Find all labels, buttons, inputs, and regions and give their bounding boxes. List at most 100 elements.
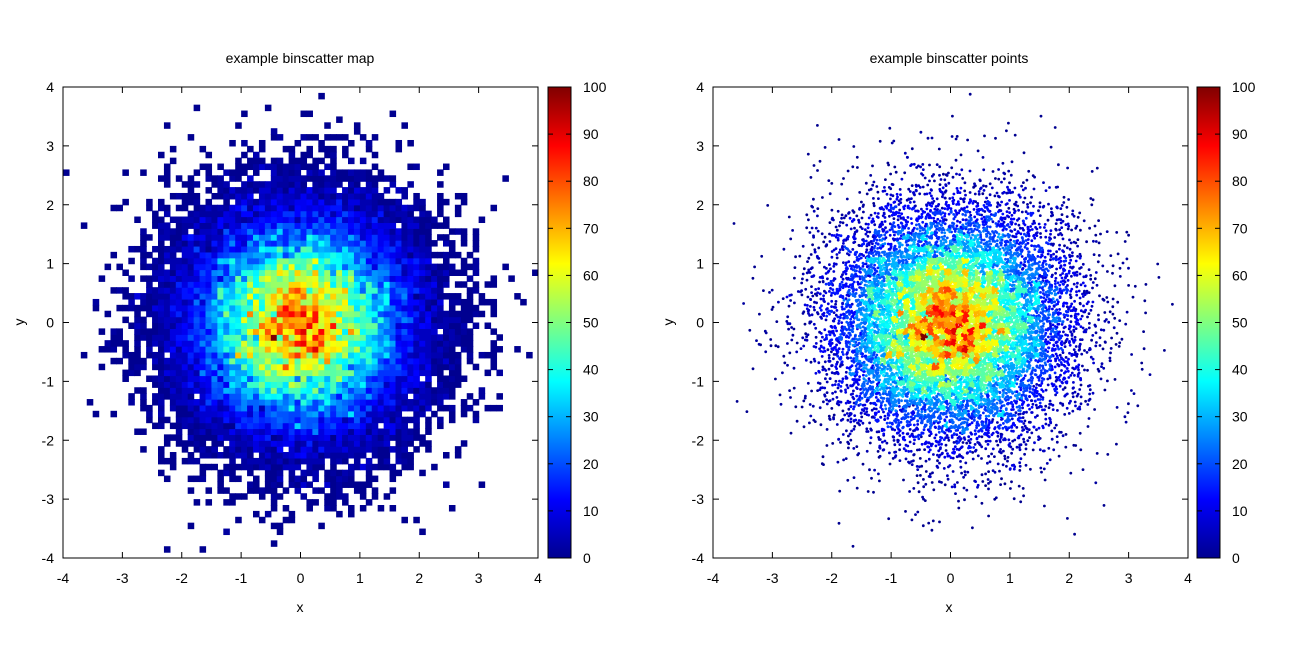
heatmap-cell (407, 216, 414, 224)
heatmap-cell (460, 440, 468, 447)
heatmap-cell (282, 181, 290, 188)
heatmap-cell (371, 281, 379, 288)
heatmap-cell (413, 228, 420, 235)
heatmap-cell (419, 410, 426, 418)
heatmap-cell (140, 304, 147, 312)
heatmap-cell (395, 434, 403, 441)
heatmap-cell (134, 304, 141, 312)
heatmap-cell (247, 245, 254, 253)
heatmap-cell (353, 192, 361, 200)
heatmap-cell (140, 357, 147, 365)
heatmap-cell (312, 192, 319, 200)
heatmap-cell (330, 216, 337, 224)
heatmap-cell (413, 404, 420, 412)
heatmap-cell (336, 181, 343, 188)
heatmap-cell (401, 281, 408, 288)
heatmap-cell (342, 351, 349, 359)
heatmap-cell (407, 181, 414, 188)
heatmap-cell (306, 410, 313, 418)
heatmap-cell (401, 187, 408, 194)
heatmap-cell (300, 110, 308, 118)
heatmap-cell (163, 363, 171, 371)
heatmap-cell (454, 452, 462, 459)
heatmap-cell (365, 257, 373, 265)
heatmap-cell (294, 310, 302, 318)
heatmap-cell (353, 375, 361, 382)
heatmap-cell (425, 393, 432, 400)
heatmap-cell (383, 452, 391, 459)
scatter-point (1123, 415, 1127, 419)
heatmap-cell (348, 175, 355, 182)
heatmap-cell (348, 410, 355, 418)
heatmap-cell (223, 469, 230, 477)
heatmap-cell (158, 446, 165, 453)
heatmap-cell (490, 346, 498, 353)
heatmap-cell (158, 404, 165, 412)
heatmap-cell (258, 240, 266, 247)
heatmap-cell (187, 175, 195, 182)
heatmap-cell (282, 275, 290, 282)
heatmap-cell (324, 369, 331, 377)
scatter-point (1038, 201, 1042, 205)
heatmap-cell (187, 216, 195, 224)
heatmap-cell (407, 357, 414, 365)
heatmap-cell (330, 328, 337, 335)
heatmap-cell (371, 210, 379, 218)
heatmap-cell (152, 263, 159, 271)
heatmap-cell (264, 428, 272, 435)
heatmap-cell (199, 434, 207, 441)
scatter-point (1003, 482, 1007, 486)
heatmap-cell (288, 457, 296, 465)
heatmap-cell (270, 381, 278, 388)
heatmap-cell (235, 245, 242, 253)
heatmap-cell (247, 434, 254, 441)
heatmap-cell (324, 222, 331, 229)
heatmap-cell (342, 357, 349, 365)
heatmap-cell (336, 287, 343, 294)
heatmap-cell (264, 463, 272, 471)
heatmap-cell (353, 340, 361, 347)
heatmap-cell (294, 210, 302, 218)
x-tick-label: 1 (356, 570, 364, 586)
heatmap-cell (312, 287, 319, 294)
scatter-point (846, 418, 850, 422)
scatter-point (921, 185, 925, 189)
heatmap-cell (288, 416, 296, 424)
heatmap-cell (342, 322, 349, 329)
heatmap-cell (187, 434, 195, 441)
heatmap-cell (247, 375, 254, 382)
heatmap-cell (413, 257, 420, 265)
heatmap-cell (443, 340, 450, 347)
heatmap-cell (330, 463, 337, 471)
heatmap-cell (371, 375, 379, 382)
heatmap-cell (330, 393, 337, 400)
heatmap-cell (448, 263, 456, 271)
heatmap-cell (205, 351, 213, 359)
heatmap-cell (413, 410, 420, 418)
heatmap-cell (187, 134, 195, 141)
heatmap-cell (158, 216, 165, 224)
heatmap-cell (229, 393, 236, 400)
heatmap-cell (270, 240, 278, 247)
heatmap-cell (247, 452, 254, 459)
heatmap-cell (413, 245, 420, 253)
heatmap-cell (211, 463, 218, 471)
heatmap-cell (140, 228, 147, 235)
heatmap-cell (300, 163, 308, 171)
scatter-point (825, 314, 829, 318)
heatmap-cell (377, 275, 385, 282)
heatmap-cell (413, 434, 420, 441)
heatmap-cell (318, 293, 325, 300)
heatmap-cell (122, 316, 129, 324)
heatmap-cell (383, 228, 391, 235)
heatmap-cell (146, 340, 153, 347)
heatmap-cell (175, 175, 183, 182)
heatmap-cell (300, 393, 308, 400)
heatmap-cell (258, 463, 266, 471)
heatmap-cell (342, 263, 349, 271)
heatmap-cell (312, 293, 319, 300)
heatmap-cell (199, 245, 207, 253)
heatmap-cell (348, 422, 355, 430)
heatmap-cell (460, 310, 468, 318)
heatmap-cell (330, 487, 337, 494)
